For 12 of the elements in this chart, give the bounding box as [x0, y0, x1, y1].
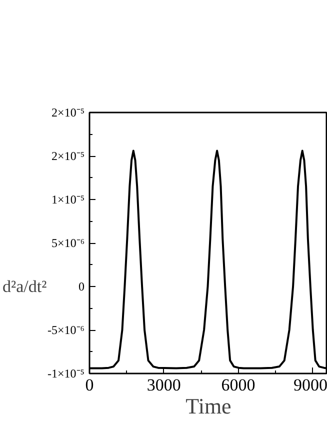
x-axis-title: Time	[186, 394, 232, 418]
x-tick-label: 9000	[294, 376, 327, 394]
y-tick-label: -1×10⁻⁵	[48, 366, 85, 380]
y-tick-label: -5×10⁻⁶	[48, 323, 85, 337]
y-tick-label: 5×10⁻⁶	[52, 236, 84, 250]
x-tick-label: 3000	[146, 376, 181, 394]
y-tick-label: 1×10⁻⁵	[52, 192, 84, 206]
x-tick-label: 6000	[221, 376, 256, 394]
y-tick-label: 0	[78, 280, 84, 294]
y-tick-label: 2×10⁻⁵	[52, 149, 84, 163]
y-tick-label: 2×10⁻⁵	[52, 106, 84, 120]
y-axis-title: d²a/dt²	[2, 277, 47, 296]
